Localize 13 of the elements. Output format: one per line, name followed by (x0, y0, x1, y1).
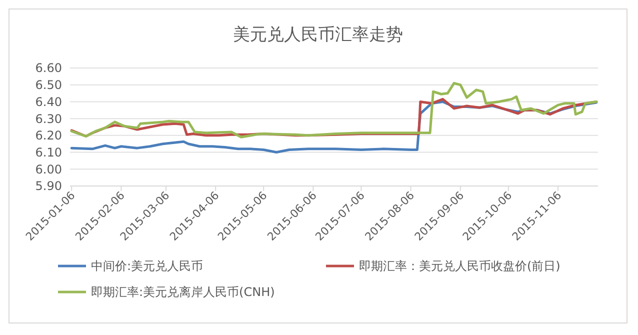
y-tick-label: 6.10 (35, 145, 62, 160)
y-tick-label: 6.50 (35, 78, 62, 92)
y-tick-label: 6.60 (35, 61, 62, 76)
legend-label: 即期汇率：美元兑人民币收盘价(前日) (359, 259, 560, 274)
y-tick-label: 6.40 (35, 94, 62, 109)
y-tick-label: 6.20 (35, 128, 62, 143)
legend-label: 中间价:美元兑人民币 (91, 259, 204, 274)
y-tick-label: 6.30 (35, 112, 62, 126)
chart-title: 美元兑人民币汇率走势 (233, 25, 403, 45)
y-tick-label: 5.90 (35, 179, 62, 194)
legend-label: 即期汇率:美元兑离岸人民币(CNH) (91, 285, 275, 300)
line-series (70, 82, 598, 138)
y-tick-label: 6.00 (35, 162, 62, 176)
